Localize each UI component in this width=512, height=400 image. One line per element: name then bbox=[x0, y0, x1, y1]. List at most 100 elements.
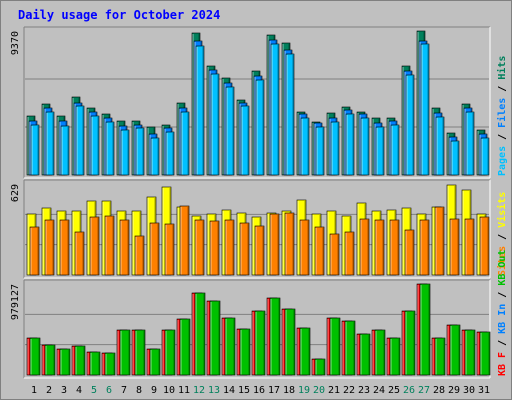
side-legend: Sites / Visits bbox=[496, 192, 508, 276]
bar-kb-out-day-8 bbox=[134, 329, 146, 376]
bar-pages-day-9 bbox=[150, 137, 160, 176]
bar-kb-out-day-16 bbox=[254, 310, 266, 376]
side-legend-part: Visits bbox=[496, 192, 508, 228]
side-legend-part: KB Out bbox=[497, 250, 508, 286]
bar-pages-day-21 bbox=[330, 121, 340, 176]
bar-pages-day-5 bbox=[90, 115, 100, 176]
side-legend-part: Hits bbox=[496, 56, 508, 80]
bar-kb-out-day-12 bbox=[194, 292, 206, 376]
bar-sites-day-26 bbox=[404, 229, 415, 276]
bar-pages-day-11 bbox=[180, 111, 190, 176]
bar-sites-day-7 bbox=[119, 219, 130, 276]
x-tick-label-day-10: 10 bbox=[163, 385, 175, 396]
bar-pages-day-17 bbox=[270, 43, 280, 176]
bar-sites-day-5 bbox=[89, 216, 100, 276]
x-tick-label-day-25: 25 bbox=[388, 385, 400, 396]
bar-kb-out-day-4 bbox=[74, 345, 86, 376]
bar-kb-out-day-6 bbox=[104, 352, 116, 376]
side-legend-part: KB F bbox=[497, 352, 508, 376]
bar-sites-day-13 bbox=[209, 220, 220, 276]
bar-kb-out-day-9 bbox=[149, 348, 161, 376]
x-tick-label-day-6: 6 bbox=[106, 385, 112, 396]
bar-pages-day-20 bbox=[315, 126, 325, 176]
x-tick-label-day-29: 29 bbox=[448, 385, 460, 396]
bar-sites-day-3 bbox=[59, 219, 70, 276]
bar-pages-day-26 bbox=[405, 74, 415, 176]
x-tick-label-day-18: 18 bbox=[283, 385, 295, 396]
x-tick-label-day-16: 16 bbox=[253, 385, 265, 396]
chart-title: Daily usage for October 2024 bbox=[18, 8, 221, 22]
bar-sites-day-21 bbox=[329, 233, 340, 276]
bar-sites-day-24 bbox=[374, 219, 385, 276]
bar-kb-out-day-23 bbox=[359, 333, 371, 376]
side-legend-part: Pages bbox=[497, 146, 508, 176]
x-tick-label-day-1: 1 bbox=[31, 385, 37, 396]
bar-sites-day-6 bbox=[104, 215, 115, 276]
bar-pages-day-7 bbox=[120, 129, 130, 176]
bar-sites-day-20 bbox=[314, 226, 325, 276]
bar-sites-day-14 bbox=[224, 219, 235, 276]
x-tick-label-day-4: 4 bbox=[76, 385, 82, 396]
y-max-label: 629 bbox=[10, 184, 21, 202]
bar-pages-day-12 bbox=[195, 45, 205, 176]
side-legend-part: / bbox=[497, 128, 508, 146]
side-legend: KB F / KB In / KB Out bbox=[497, 250, 508, 376]
bar-sites-day-4 bbox=[74, 231, 85, 276]
bar-kb-out-day-2 bbox=[44, 344, 56, 376]
bar-pages-day-13 bbox=[210, 73, 220, 176]
bar-pages-day-24 bbox=[375, 126, 385, 176]
bar-sites-day-31 bbox=[479, 216, 490, 276]
x-tick-label-day-5: 5 bbox=[91, 385, 97, 396]
x-tick-label-day-22: 22 bbox=[343, 385, 355, 396]
x-tick-label-day-7: 7 bbox=[121, 385, 127, 396]
bar-pages-day-10 bbox=[165, 131, 175, 176]
bar-pages-day-31 bbox=[480, 137, 490, 176]
x-tick-label-day-11: 11 bbox=[178, 385, 190, 396]
bar-sites-day-12 bbox=[194, 219, 205, 276]
x-tick-label-day-27: 27 bbox=[418, 385, 430, 396]
x-tick-label-day-31: 31 bbox=[478, 385, 490, 396]
bar-sites-day-28 bbox=[434, 206, 445, 276]
bar-sites-day-27 bbox=[419, 219, 430, 276]
bar-kb-out-day-18 bbox=[284, 308, 296, 376]
bar-kb-out-day-19 bbox=[299, 327, 311, 376]
panel-bottom: 979127 KB F / KB In / KB Out bbox=[10, 250, 508, 379]
y-max-label: 979127 bbox=[10, 284, 21, 320]
bar-kb-out-day-14 bbox=[224, 317, 236, 376]
x-tick-label-day-2: 2 bbox=[46, 385, 52, 396]
bar-kb-out-day-29 bbox=[449, 324, 461, 376]
bar-sites-day-2 bbox=[44, 219, 55, 276]
side-legend-part: / bbox=[497, 228, 508, 246]
bar-kb-out-day-5 bbox=[89, 351, 101, 376]
bar-kb-out-day-15 bbox=[239, 328, 251, 376]
side-legend-part: Files bbox=[496, 98, 508, 128]
x-tick-label-day-12: 12 bbox=[193, 385, 205, 396]
x-tick-label-day-15: 15 bbox=[238, 385, 250, 396]
bar-sites-day-9 bbox=[149, 222, 160, 276]
x-tick-label-day-13: 13 bbox=[208, 385, 220, 396]
bar-sites-day-18 bbox=[284, 212, 295, 276]
bar-kb-out-day-22 bbox=[344, 320, 356, 376]
x-tick-label-day-8: 8 bbox=[136, 385, 142, 396]
x-tick-label-day-30: 30 bbox=[463, 385, 475, 396]
side-legend: Pages / Files / Hits bbox=[496, 56, 508, 176]
bar-sites-day-8 bbox=[134, 235, 145, 276]
bar-pages-day-4 bbox=[75, 105, 85, 176]
x-tick-label-day-26: 26 bbox=[403, 385, 415, 396]
x-tick-label-day-21: 21 bbox=[328, 385, 340, 396]
side-legend-part: / bbox=[497, 80, 508, 98]
bar-pages-day-14 bbox=[225, 86, 235, 176]
bar-sites-day-19 bbox=[299, 219, 310, 276]
bar-pages-day-6 bbox=[105, 121, 115, 176]
bar-sites-day-17 bbox=[269, 213, 280, 276]
bar-pages-day-8 bbox=[135, 127, 145, 176]
bar-kb-out-day-7 bbox=[119, 329, 131, 376]
bar-kb-out-day-13 bbox=[209, 300, 221, 376]
bar-pages-day-1 bbox=[30, 124, 40, 176]
x-tick-label-day-20: 20 bbox=[313, 385, 325, 396]
bar-pages-day-30 bbox=[465, 111, 475, 176]
bar-sites-day-11 bbox=[179, 205, 190, 276]
bar-pages-day-15 bbox=[240, 105, 250, 176]
side-legend-part: Sites bbox=[496, 246, 508, 276]
